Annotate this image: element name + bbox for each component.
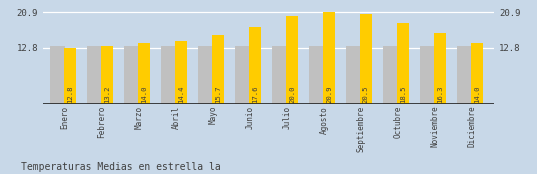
Bar bbox=[323, 12, 335, 104]
Bar bbox=[88, 46, 102, 104]
Text: 18.5: 18.5 bbox=[400, 86, 406, 103]
Text: 20.0: 20.0 bbox=[289, 86, 295, 103]
Bar bbox=[457, 46, 471, 104]
Text: Temperaturas Medias en estrella la: Temperaturas Medias en estrella la bbox=[21, 162, 221, 172]
Bar bbox=[309, 46, 324, 104]
Bar bbox=[420, 46, 434, 104]
Bar bbox=[471, 43, 483, 104]
Bar bbox=[397, 23, 409, 104]
Bar bbox=[101, 46, 113, 104]
Text: 20.5: 20.5 bbox=[363, 86, 369, 103]
Bar bbox=[383, 46, 397, 104]
Bar bbox=[235, 46, 250, 104]
Bar bbox=[212, 35, 224, 104]
Bar bbox=[198, 46, 213, 104]
Bar bbox=[434, 33, 446, 104]
Text: 12.8: 12.8 bbox=[67, 86, 73, 103]
Bar bbox=[175, 41, 187, 104]
Bar bbox=[360, 14, 372, 104]
Text: 20.9: 20.9 bbox=[326, 86, 332, 103]
Bar bbox=[125, 46, 139, 104]
Bar bbox=[272, 46, 287, 104]
Bar bbox=[249, 27, 261, 104]
Text: 14.4: 14.4 bbox=[178, 86, 184, 103]
Bar bbox=[286, 16, 298, 104]
Bar bbox=[50, 46, 65, 104]
Text: 13.2: 13.2 bbox=[104, 86, 110, 103]
Bar bbox=[162, 46, 176, 104]
Bar bbox=[64, 48, 76, 104]
Text: 14.0: 14.0 bbox=[141, 86, 147, 103]
Text: 15.7: 15.7 bbox=[215, 86, 221, 103]
Bar bbox=[138, 43, 150, 104]
Text: 14.0: 14.0 bbox=[474, 86, 480, 103]
Text: 17.6: 17.6 bbox=[252, 86, 258, 103]
Bar bbox=[346, 46, 361, 104]
Text: 16.3: 16.3 bbox=[437, 86, 443, 103]
